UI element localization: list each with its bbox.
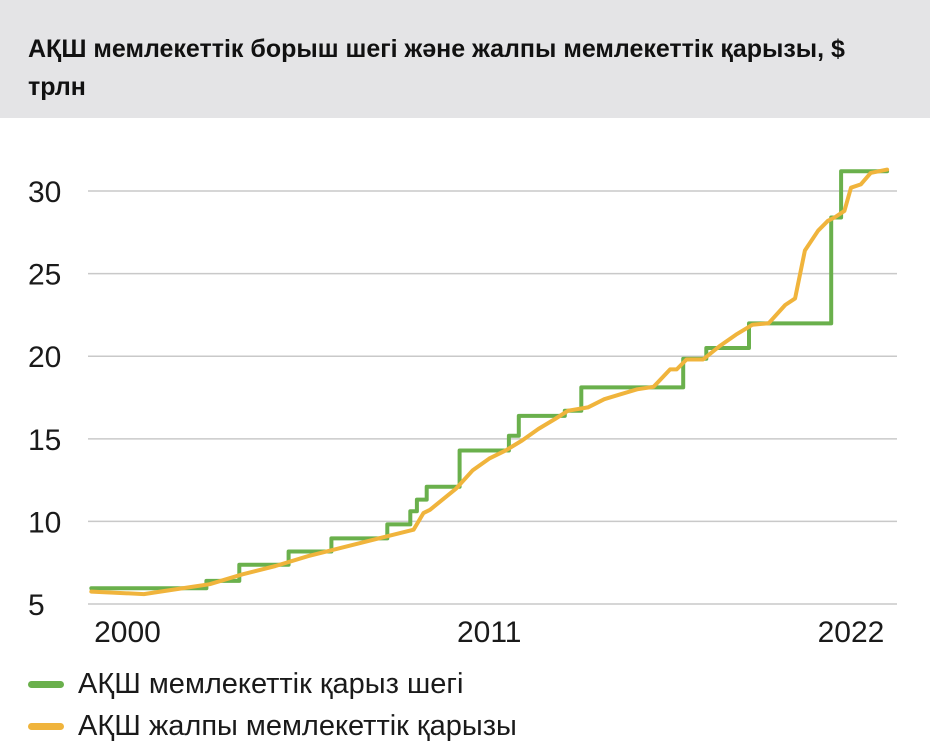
series-line-debt-limit bbox=[89, 169, 890, 591]
y-tick-label: 5 bbox=[28, 589, 45, 622]
chart-title: АҚШ мемлекеттік борыш шегі және жалпы ме… bbox=[28, 35, 845, 101]
x-axis-ticks: 2000 2011 2022 bbox=[94, 616, 884, 648]
legend-label-debt-limit: АҚШ мемлекеттік қарыз шегі bbox=[78, 667, 464, 700]
legend-item-total-debt: АҚШ жалпы мемлекеттік қарызы bbox=[28, 705, 517, 747]
legend-swatch-debt-limit bbox=[28, 680, 64, 688]
chart-header: АҚШ мемлекеттік борыш шегі және жалпы ме… bbox=[0, 0, 930, 118]
line-chart: 5 10 15 20 25 30 2000 2011 2022 bbox=[28, 167, 897, 648]
y-tick-label: 25 bbox=[28, 259, 61, 292]
grid-lines bbox=[88, 190, 897, 605]
y-tick-label: 20 bbox=[28, 341, 61, 374]
y-tick-label: 15 bbox=[28, 424, 61, 457]
x-tick-label: 2000 bbox=[94, 616, 161, 648]
legend-swatch-total-debt bbox=[28, 722, 64, 730]
legend-label-total-debt: АҚШ жалпы мемлекеттік қарызы bbox=[78, 709, 517, 742]
x-tick-label: 2011 bbox=[457, 616, 522, 648]
series-line-total-debt bbox=[89, 167, 890, 597]
y-tick-label: 30 bbox=[28, 176, 61, 209]
series-lines bbox=[89, 167, 890, 597]
y-axis-ticks: 5 10 15 20 25 30 bbox=[28, 176, 61, 622]
legend-item-debt-limit: АҚШ мемлекеттік қарыз шегі bbox=[28, 663, 517, 705]
y-tick-label: 10 bbox=[28, 506, 61, 539]
x-tick-label: 2022 bbox=[818, 616, 885, 648]
legend: АҚШ мемлекеттік қарыз шегі АҚШ жалпы мем… bbox=[28, 663, 517, 747]
